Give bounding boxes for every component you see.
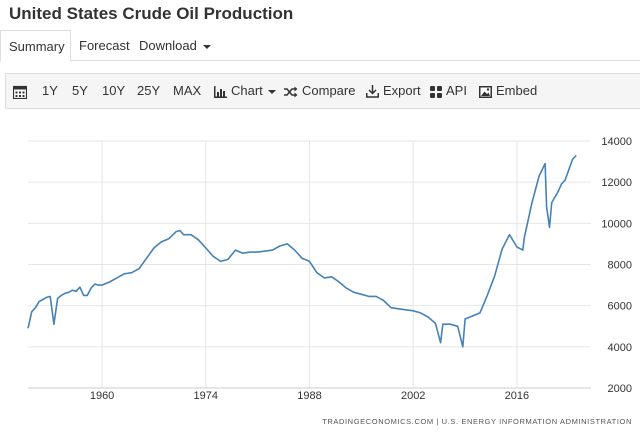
page-title: United States Crude Oil Production: [9, 4, 294, 23]
grid-icon: [430, 85, 442, 98]
embed-label: Embed: [496, 83, 538, 98]
chevron-down-icon: [202, 44, 211, 49]
tab-summary-label: Summary: [9, 39, 65, 54]
tab-bar: Summary Forecast Download: [0, 30, 640, 62]
export-label: Export: [383, 83, 421, 98]
x-tick-label: 1974: [194, 390, 218, 402]
api-button[interactable]: API: [430, 74, 467, 108]
tab-download[interactable]: Download: [131, 30, 219, 61]
x-tick-label: 2016: [505, 390, 529, 402]
tab-summary[interactable]: Summary: [0, 30, 71, 62]
x-tick-label: 1988: [297, 390, 321, 402]
range-1y-button[interactable]: 1Y: [42, 83, 58, 98]
y-tick-label: 2000: [608, 383, 632, 395]
x-tick-label: 1960: [90, 390, 114, 402]
range-10y-button[interactable]: 10Y: [102, 83, 126, 98]
calendar-icon: [13, 85, 27, 99]
compare-button[interactable]: Compare: [284, 74, 355, 108]
range-max-button[interactable]: MAX: [173, 83, 202, 98]
compare-label: Compare: [302, 83, 356, 98]
y-tick-label: 4000: [608, 342, 632, 354]
y-tick-label: 10000: [601, 218, 632, 230]
y-tick-label: 12000: [601, 177, 632, 189]
source-credit: TRADINGECONOMICS.COM | U.S. ENERGY INFOR…: [322, 417, 632, 426]
y-tick-label: 8000: [608, 260, 632, 272]
range-5y-button[interactable]: 5Y: [72, 83, 88, 98]
range-25y-button[interactable]: 25Y: [137, 83, 161, 98]
image-icon: [479, 85, 492, 98]
chart-toolbar: 1Y 5Y 10Y 25Y MAX Chart Compare Export A…: [5, 73, 640, 109]
chart-area: 14000 12000 10000 8000 6000 4000 2000 1960 1974 1…: [0, 118, 640, 438]
export-button[interactable]: Export: [366, 74, 421, 108]
shuffle-icon: [284, 86, 298, 98]
y-tick-label: 6000: [608, 301, 632, 313]
tab-forecast-label: Forecast: [79, 38, 130, 53]
chart-type-label: Chart: [231, 83, 263, 98]
tab-forecast[interactable]: Forecast: [71, 30, 138, 61]
production-line-chart: 14000 12000 10000 8000 6000 4000 2000 1960 1974 1…: [27, 136, 632, 426]
download-icon: [366, 85, 379, 98]
bar-chart-icon: [214, 85, 227, 98]
series-line: [27, 154, 577, 348]
chart-type-button[interactable]: Chart: [214, 74, 276, 108]
tab-download-label: Download: [139, 38, 197, 53]
y-tick-label: 14000: [601, 136, 632, 148]
api-label: API: [446, 83, 467, 98]
embed-button[interactable]: Embed: [479, 74, 537, 108]
calendar-button[interactable]: [13, 74, 31, 108]
chevron-down-icon: [267, 89, 276, 94]
x-tick-label: 2002: [401, 390, 425, 402]
